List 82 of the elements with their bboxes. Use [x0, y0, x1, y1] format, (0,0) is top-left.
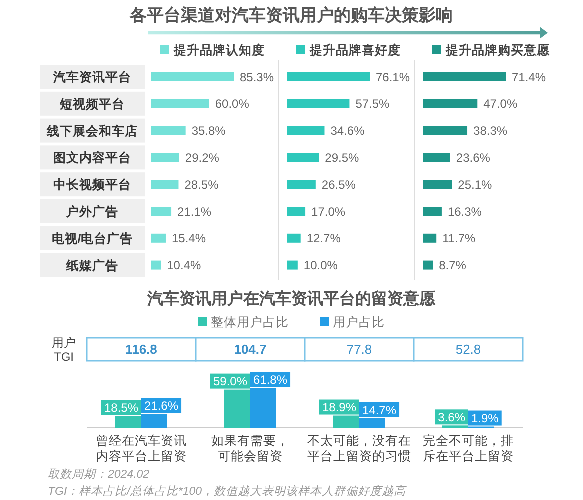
- x-tick-label: 如果有需要，可能会留资: [212, 434, 290, 464]
- y-tick-label: 中长视频平台: [54, 177, 132, 192]
- text: 用户 TGI: [52, 336, 76, 364]
- y-tick-label: 户外广告: [66, 204, 118, 219]
- bar: [287, 260, 298, 270]
- legend-label: 用户占比: [333, 316, 385, 330]
- bar: [287, 180, 316, 190]
- data-label: 28.5%: [184, 178, 220, 192]
- data-label: 18.5%: [104, 400, 139, 415]
- y-tick-label: 图文内容平台: [54, 150, 132, 166]
- data-label: 23.6%: [456, 151, 491, 166]
- data-label: 3.6%: [438, 410, 466, 424]
- bar: [287, 153, 320, 162]
- text: TGI：样本占比/总体占比*100，数值越大表明该样本人群偏好度越高: [48, 485, 408, 498]
- data-label: 11.7%: [442, 232, 476, 246]
- bar: [423, 126, 468, 136]
- bar: [151, 126, 186, 136]
- bar: [287, 207, 306, 216]
- x-tick-label: 曾经在汽车资讯内容平台上留资: [96, 434, 187, 464]
- y-tick-label: 线下展会和车店: [46, 123, 138, 138]
- bar: [287, 234, 301, 243]
- data-label: 35.8%: [192, 124, 226, 138]
- bar: [423, 234, 437, 243]
- bar: [287, 72, 370, 82]
- data-label: 60.0%: [215, 97, 250, 112]
- data-label: 71.4%: [512, 70, 546, 84]
- data-label: 21.1%: [178, 204, 212, 219]
- data-label: 26.5%: [322, 178, 356, 192]
- data-label: 14.7%: [362, 403, 397, 418]
- data-label: 8.7%: [439, 258, 467, 273]
- text: 取数周期：2024.02: [48, 468, 150, 482]
- legend-label: 提升品牌喜好度: [309, 42, 401, 58]
- legend-label: 提升品牌购买意愿: [445, 42, 551, 58]
- legend-label: 整体用户占比: [211, 316, 289, 330]
- data-label: 18.9%: [322, 400, 357, 415]
- data-label: 29.2%: [185, 151, 220, 166]
- y-tick-label: 汽车资讯平台: [52, 70, 132, 84]
- text: 各平台渠道对汽车资讯用户的购车决策影响: [129, 6, 453, 26]
- data-label: 1.9%: [472, 412, 500, 426]
- data-label: 47.0%: [484, 97, 518, 112]
- data-label: 17.0%: [312, 204, 346, 219]
- bar: [151, 260, 162, 270]
- data-label: 77.8: [346, 342, 372, 358]
- data-label: 104.7: [234, 342, 267, 358]
- bar: [151, 99, 210, 108]
- x-tick-label: 完全不可能，排斥在平台上留资: [423, 432, 514, 464]
- data-label: 85.3%: [240, 70, 274, 84]
- data-label: 29.5%: [325, 151, 360, 166]
- bar: [287, 99, 350, 108]
- chart-title: 汽车资讯用户在汽车资讯平台的留资意愿: [146, 290, 436, 308]
- bar: [151, 207, 172, 216]
- data-label: 59.0%: [213, 374, 248, 389]
- data-label: 12.7%: [306, 232, 342, 246]
- data-label: 16.3%: [448, 204, 482, 219]
- data-label: 15.4%: [172, 232, 206, 246]
- y-tick-label: 电视/电台广告: [52, 230, 134, 246]
- bar: [423, 72, 506, 82]
- bar: [287, 126, 325, 136]
- data-label: 116.8: [126, 342, 158, 358]
- data-label: 76.1%: [376, 70, 410, 84]
- y-tick-label: 短视频平台: [59, 96, 125, 112]
- legend-label: 提升品牌认知度: [173, 42, 265, 58]
- y-tick-label: 纸媒广告: [66, 258, 118, 273]
- bar: [151, 180, 179, 190]
- bar: [151, 234, 166, 243]
- data-label: 21.6%: [144, 398, 179, 413]
- bar: [423, 153, 450, 162]
- bar: [423, 180, 452, 190]
- data-label: 34.6%: [330, 124, 366, 138]
- data-label: 25.1%: [458, 178, 493, 192]
- data-label: 57.5%: [356, 97, 390, 112]
- x-tick-label: 不太可能，没有在平台上留资的习惯: [308, 434, 412, 464]
- data-label: 10.0%: [304, 258, 338, 273]
- bar: [423, 99, 478, 108]
- data-label: 10.4%: [167, 258, 202, 273]
- data-label: 38.3%: [474, 124, 508, 138]
- bar: [423, 207, 442, 216]
- data-label: 61.8%: [254, 372, 288, 387]
- bar: [151, 72, 234, 82]
- data-label: 52.8: [456, 342, 482, 358]
- bar: [423, 260, 434, 270]
- bar: [151, 153, 180, 162]
